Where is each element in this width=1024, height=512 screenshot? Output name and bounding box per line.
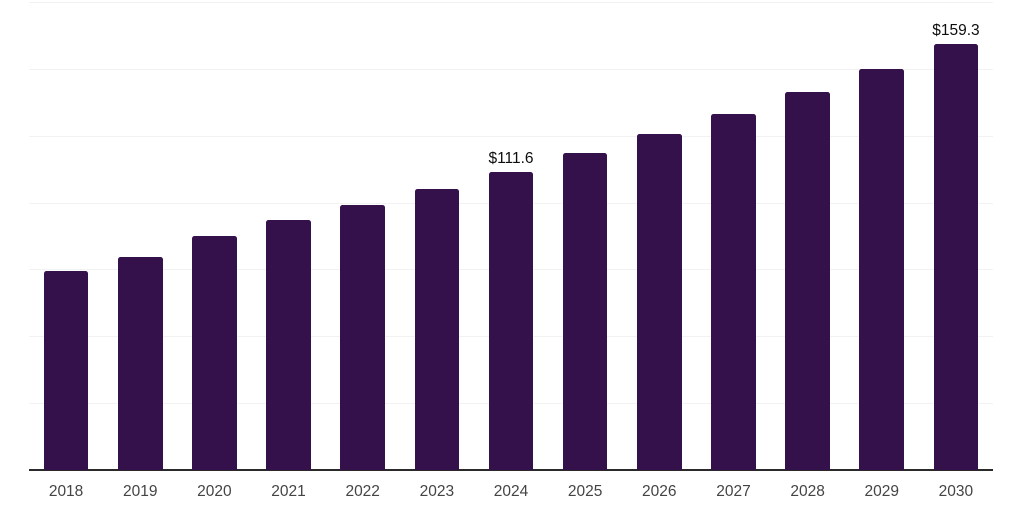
x-tick-2018: 2018: [48, 483, 84, 500]
data-label-2030: $159.3: [932, 22, 980, 39]
x-tick-2028: 2028: [790, 483, 825, 500]
x-tick-2027: 2027: [716, 483, 751, 500]
x-tick-2026: 2026: [642, 483, 677, 500]
data-label-2024: $111.6: [488, 149, 534, 167]
x-tick-2023: 2023: [419, 483, 455, 500]
x-tick-2024: 2024: [493, 483, 529, 500]
bar-2026: [637, 134, 682, 470]
x-tick-2021: 2021: [271, 483, 306, 500]
gridline: [29, 135, 993, 137]
bar-2019: [117, 256, 163, 470]
gridline: [29, 2, 993, 3]
bar-2024: [488, 171, 534, 470]
x-tick-2030: 2030: [938, 483, 974, 500]
x-axis-line: [29, 469, 993, 471]
bar-2029: [859, 68, 905, 470]
bar-2028: [785, 91, 830, 470]
bar-2021: [266, 219, 311, 470]
plot-area: $111.6 $159.3: [29, 2, 993, 471]
x-tick-2029: 2029: [864, 483, 900, 500]
bar-2022: [340, 204, 385, 470]
gridline: [29, 68, 993, 70]
bar-2027: [711, 113, 756, 470]
x-tick-2025: 2025: [567, 483, 603, 500]
x-tick-2019: 2019: [122, 483, 158, 500]
bar-2018: [43, 271, 89, 470]
bar-2020: [192, 236, 237, 470]
bar-2023: [414, 188, 460, 470]
x-tick-2022: 2022: [345, 483, 380, 500]
bar-2025: [562, 153, 608, 470]
bar-2030: [933, 44, 979, 470]
x-tick-2020: 2020: [197, 483, 232, 500]
